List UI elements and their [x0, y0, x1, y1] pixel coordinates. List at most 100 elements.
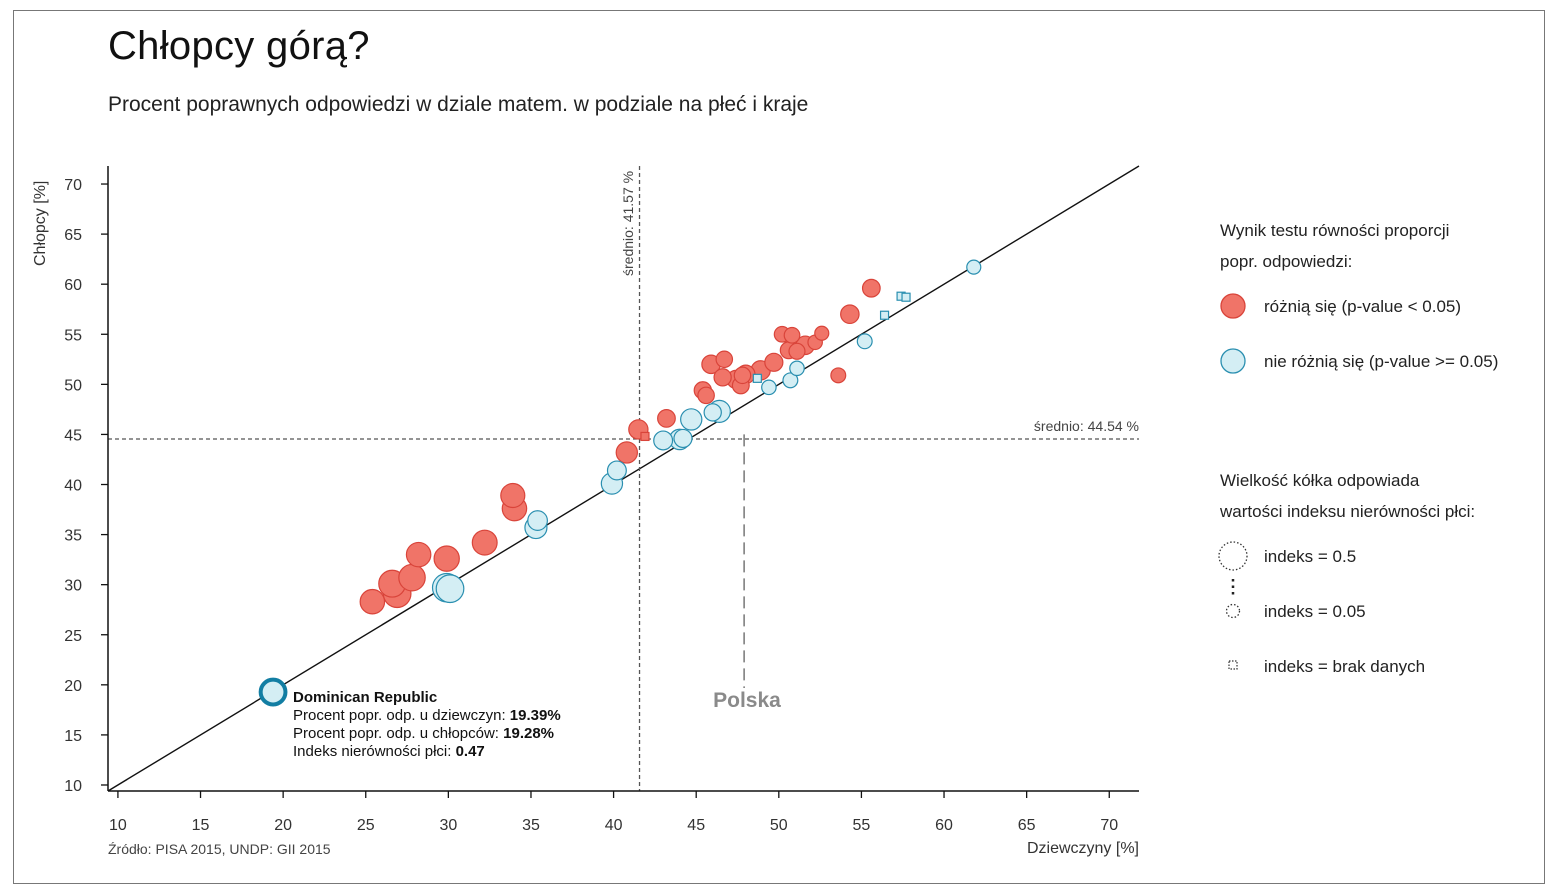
legend-size-title-1: Wielkość kółka odpowiada — [1220, 471, 1420, 490]
tooltip-boys-value: 19.28% — [503, 725, 554, 742]
legend-nodiff-label: nie różnią się (p-value >= 0.05) — [1264, 352, 1499, 371]
legend-test-title-1: Wynik testu równości proporcji — [1220, 221, 1450, 240]
legend-size-title-2: wartości indeksu nierówności płci: — [1220, 502, 1476, 521]
point-differ — [733, 366, 752, 385]
chart-subtitle: Procent poprawnych odpowiedzi w dziale m… — [108, 93, 809, 116]
point-differ-na — [640, 431, 650, 442]
point-nodiff — [966, 259, 982, 275]
y-tick-label: 25 — [64, 628, 82, 645]
point-nodiff — [606, 460, 627, 481]
point-nodiff-na — [879, 310, 890, 320]
point-differ — [471, 529, 498, 556]
legend-size-markers — [1218, 541, 1248, 619]
point-nodiff-na — [901, 292, 911, 302]
legend: Wynik testu równości proporcji popr. odp… — [1218, 0, 1540, 896]
axis-labels: Dziewczyny [%] Chłopcy [%] Źródło: PISA … — [32, 171, 1139, 857]
point-differ — [814, 325, 830, 341]
x-tick-label: 10 — [109, 817, 127, 834]
chart-frame — [13, 10, 1545, 884]
poland-label: Polska — [713, 689, 781, 712]
point-differ — [398, 563, 426, 592]
source-note: Źródło: PISA 2015, UNDP: GII 2015 — [108, 841, 331, 857]
point-differ — [657, 409, 676, 428]
x-tick-label: 25 — [357, 817, 375, 834]
legend-size-na-label: indeks = brak danych — [1264, 657, 1426, 676]
tooltip-girls-label: Procent popr. odp. u dziewczyn: — [293, 707, 510, 724]
x-tick-label: 55 — [853, 817, 871, 834]
tooltip-girls-value: 19.39% — [510, 707, 561, 724]
y-tick-label: 55 — [64, 327, 82, 344]
y-tick-label: 65 — [64, 227, 82, 244]
x-axis-label: Dziewczyny [%] — [1027, 840, 1139, 857]
point-nodiff — [789, 360, 805, 377]
chart-title: Chłopcy górą? — [108, 24, 370, 68]
y-tick-label: 70 — [64, 177, 82, 194]
point-nodiff — [680, 408, 703, 431]
point-differ — [788, 342, 806, 360]
y-tick-label: 15 — [64, 728, 82, 745]
point-nodiff — [856, 333, 873, 350]
point-differ — [405, 541, 432, 568]
point-differ — [500, 482, 526, 509]
point-highlight — [258, 677, 288, 707]
point-nodiff — [653, 430, 674, 451]
point-differ — [715, 350, 734, 369]
x-tick-label: 40 — [605, 817, 623, 834]
x-tick-label: 70 — [1100, 817, 1118, 834]
tooltip-boys-label: Procent popr. odp. u chłopców: — [293, 725, 503, 742]
legend-na-marker — [1228, 660, 1238, 670]
x-tick-label: 60 — [935, 817, 953, 834]
point-differ — [783, 326, 801, 344]
y-tick-label: 50 — [64, 377, 82, 394]
svg-text:Dominican Republic: Dominican Republic — [293, 689, 437, 706]
y-tick-label: 30 — [64, 578, 82, 595]
y-tick-label: 35 — [64, 528, 82, 545]
point-differ — [697, 386, 715, 405]
x-tick-label: 45 — [687, 817, 705, 834]
point-nodiff — [435, 574, 465, 604]
legend-test-title-2: popr. odpowiedzi: — [1220, 252, 1353, 271]
point-differ — [615, 441, 639, 464]
y-tick-label: 40 — [64, 478, 82, 495]
svg-text:Procent popr. odp. u dziewczyn: Procent popr. odp. u dziewczyn: 19.39% — [293, 707, 561, 724]
point-nodiff — [703, 403, 722, 422]
point-nodiff — [761, 379, 777, 396]
point-nodiff-na — [752, 373, 762, 383]
y-tick-label: 10 — [64, 778, 82, 795]
point-nodiff — [673, 428, 693, 449]
x-tick-label: 15 — [192, 817, 210, 834]
tooltip-country: Dominican Republic — [293, 689, 437, 706]
tooltip-index-value: 0.47 — [456, 743, 485, 760]
point-differ — [840, 304, 860, 325]
svg-text:Procent popr. odp. u chłopców:: Procent popr. odp. u chłopców: 19.28% — [293, 725, 554, 742]
x-tick-label: 20 — [274, 817, 292, 834]
point-differ — [359, 588, 386, 615]
legend-size-small-label: indeks = 0.05 — [1264, 602, 1366, 621]
svg-text:Indeks nierówności płci: 0.47: Indeks nierówności płci: 0.47 — [293, 743, 485, 760]
y-tick-label: 45 — [64, 427, 82, 444]
tooltip: Dominican Republic Procent popr. odp. u … — [293, 689, 561, 760]
point-differ — [861, 278, 881, 298]
x-tick-label: 65 — [1018, 817, 1036, 834]
point-differ — [764, 352, 784, 372]
y-tick-label: 60 — [64, 277, 82, 294]
legend-differ-marker — [1220, 293, 1246, 319]
axes: 10 15 20 25 30 35 40 45 50 55 60 65 70 10 15 20 25 30 35 40… — [64, 166, 1139, 834]
point-differ — [830, 367, 847, 384]
point-nodiff — [527, 510, 548, 531]
legend-size-big-label: indeks = 0.5 — [1264, 547, 1357, 566]
data-points — [258, 259, 982, 707]
tooltip-index-label: Indeks nierówności płci: — [293, 743, 456, 760]
x-tick-label: 35 — [522, 817, 540, 834]
x-tick-label: 50 — [770, 817, 788, 834]
mean-x-label: średnio: 41.57 % — [620, 171, 636, 276]
x-tick-label: 30 — [439, 817, 457, 834]
legend-nodiff-marker — [1220, 348, 1246, 374]
y-axis-label: Chłopcy [%] — [32, 181, 49, 266]
mean-y-label: średnio: 44.54 % — [1034, 418, 1139, 434]
point-differ — [713, 368, 732, 387]
point-differ — [433, 545, 460, 572]
point-nodiff — [782, 372, 799, 389]
y-tick-label: 20 — [64, 678, 82, 695]
